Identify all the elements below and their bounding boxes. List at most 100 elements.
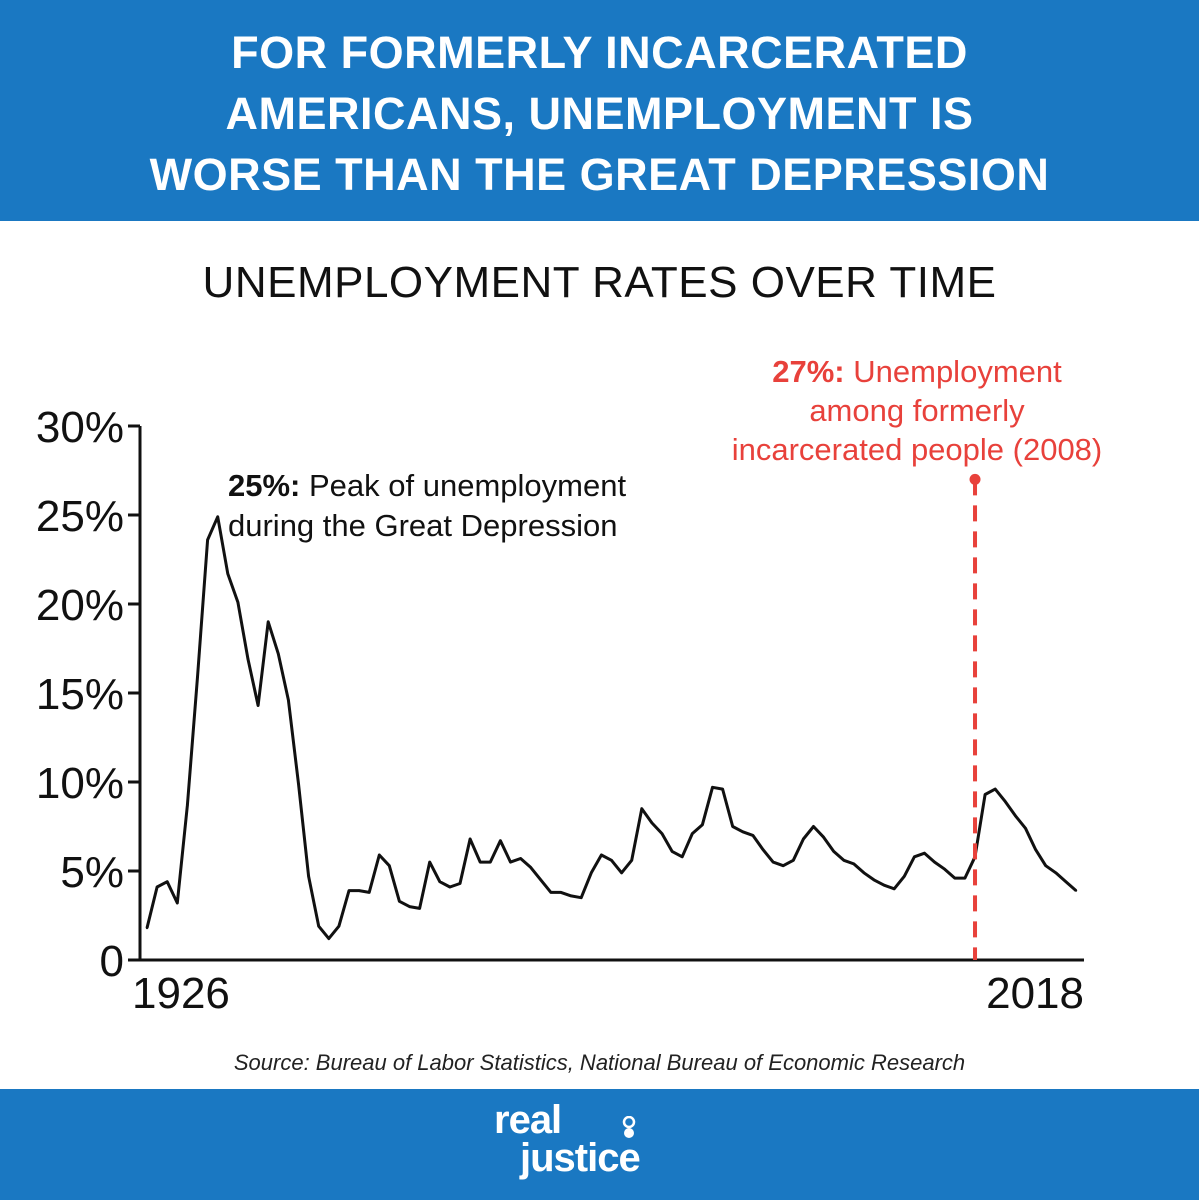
line-chart: 0 5% 10% 15% 20% 25% 30% 1926 2018 25%: Peak of… [36, 354, 1102, 1018]
data-point [186, 803, 189, 807]
source-note: Source: Bureau of Labor Statistics, Nati… [233, 1050, 966, 1075]
data-point [872, 878, 876, 882]
data-point [458, 882, 462, 885]
annotations: 25%: Peak of unemployment during the Grea… [228, 354, 1102, 960]
data-point [378, 853, 381, 857]
data-point [357, 889, 361, 892]
data-point [256, 704, 260, 707]
data-point [983, 793, 987, 796]
headline-line-3: WORSE THAN THE GREAT DEPRESSION [149, 149, 1050, 200]
x-tick-label-start: 1926 [132, 969, 230, 1018]
y-axis: 0 5% 10% 15% 20% 25% 30% [36, 403, 142, 986]
unemployment-rate-line [145, 515, 1077, 941]
x-tick-label-end: 2018 [986, 969, 1084, 1018]
headline: FOR FORMERLY INCARCERATED AMERICANS, UNE… [0, 22, 1199, 205]
data-point [1064, 880, 1068, 883]
data-point [812, 825, 815, 828]
y-tick-label: 30% [36, 403, 124, 452]
data-point [287, 698, 290, 702]
data-point [418, 907, 421, 910]
data-point [1024, 827, 1027, 830]
data-point [792, 859, 795, 862]
annotation-formerly-incarcerated-text-1: Unemployment [845, 354, 1062, 389]
data-point [620, 871, 623, 874]
data-point [701, 823, 704, 826]
data-point [196, 675, 199, 679]
data-point [438, 880, 441, 883]
data-point [347, 889, 351, 892]
data-point [590, 871, 593, 874]
real-justice-logo: real justice [478, 1098, 718, 1193]
footer-banner [0, 1089, 1199, 1200]
data-point [670, 850, 674, 853]
data-point [327, 937, 330, 940]
data-point [489, 860, 492, 864]
data-point [549, 891, 553, 894]
data-point [479, 860, 482, 864]
marker-dot [969, 473, 981, 485]
y-tick-label: 0 [100, 937, 124, 986]
annotation-great-depression-text-2: during the Great Depression [228, 508, 617, 543]
annotation-great-depression-value: 25%: [228, 468, 300, 503]
data-point [368, 891, 371, 894]
data-point [317, 925, 320, 928]
data-point [1034, 848, 1037, 851]
data-point [499, 839, 502, 842]
data-point [559, 891, 563, 894]
data-point [751, 834, 755, 837]
data-point [691, 832, 694, 835]
data-point [206, 538, 209, 542]
data-point [166, 880, 169, 883]
data-point [862, 871, 866, 874]
data-point [963, 876, 967, 880]
y-tick-label: 15% [36, 670, 124, 719]
y-tick-label: 10% [36, 759, 124, 808]
data-point [943, 868, 946, 871]
data-point [408, 905, 411, 908]
headline-line-2: AMERICANS, UNEMPLOYMENT IS [225, 88, 974, 139]
data-point [852, 862, 855, 866]
data-point [1014, 814, 1017, 817]
data-point [650, 821, 654, 825]
data-point [933, 860, 936, 864]
data-point [660, 832, 664, 835]
data-point [913, 855, 916, 858]
data-point [842, 859, 845, 862]
data-point [277, 652, 280, 655]
annotation-formerly-incarcerated-text-2: among formerly [809, 393, 1025, 428]
data-point [903, 875, 906, 878]
data-point [539, 878, 542, 882]
data-point [610, 859, 613, 862]
header-banner [0, 0, 1199, 221]
data-point [771, 860, 775, 864]
data-point [307, 875, 310, 878]
y-tick-label: 25% [36, 492, 124, 541]
data-point [953, 876, 956, 880]
data-point [1074, 889, 1078, 892]
data-point [802, 837, 805, 841]
data-point [428, 860, 431, 864]
chart-title: UNEMPLOYMENT RATES OVER TIME [202, 258, 997, 307]
data-point [529, 866, 532, 869]
data-point [398, 900, 401, 903]
data-point [580, 896, 583, 899]
data-point [519, 857, 522, 860]
data-point [994, 787, 997, 791]
headline-line-1: FOR FORMERLY INCARCERATED [231, 27, 968, 78]
data-point [640, 807, 643, 810]
data-point [145, 926, 149, 930]
logo-mark-icon [622, 1116, 636, 1138]
x-axis: 1926 2018 [132, 958, 1084, 1018]
data-point [681, 855, 684, 858]
annotation-great-depression: 25%: Peak of unemployment [228, 468, 626, 503]
data-point [832, 850, 835, 853]
logo-word-justice: justice [520, 1136, 641, 1180]
data-point [1054, 871, 1058, 874]
data-point [741, 830, 744, 833]
data-point [155, 885, 159, 889]
data-point [893, 887, 896, 890]
y-tick-label: 20% [36, 581, 124, 630]
annotation-formerly-incarcerated-text-3: incarcerated people (2008) [732, 432, 1103, 467]
data-point [600, 853, 603, 857]
data-point [388, 864, 391, 867]
